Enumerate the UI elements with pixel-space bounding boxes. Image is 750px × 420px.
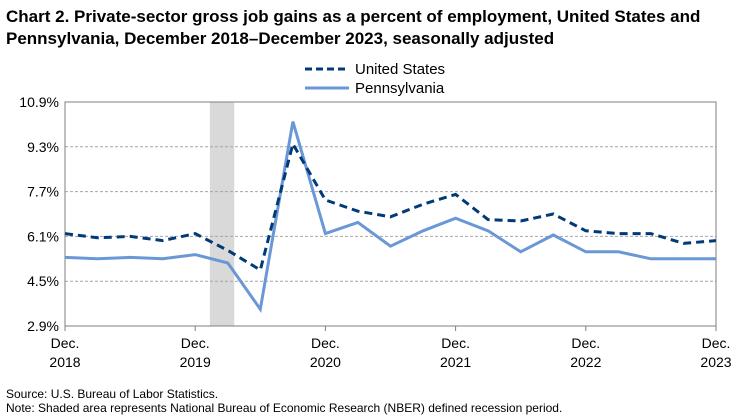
y-tick-label: 10.9% (19, 94, 59, 110)
x-tick-label: Dec. (311, 335, 340, 351)
legend-label-united-states: United States (355, 61, 446, 78)
y-tick-label: 4.5% (27, 273, 59, 289)
x-tick-label: 2022 (570, 354, 601, 370)
series-line-united-states (64, 140, 717, 273)
plot-frame (64, 101, 717, 327)
y-tick-label: 7.7% (27, 184, 59, 200)
legend-item-united-states: United States (305, 60, 445, 79)
x-tick-label: 2023 (700, 354, 731, 370)
source-note: Source: U.S. Bureau of Labor Statistics. (6, 387, 219, 401)
chart-title: Chart 2. Private-sector gross job gains … (6, 7, 701, 48)
legend-swatch-dashed (305, 67, 349, 71)
y-tick-label: 6.1% (27, 228, 59, 244)
legend-swatch-solid (305, 86, 349, 90)
y-tick-label: 2.9% (27, 318, 59, 334)
x-tick-label: 2018 (49, 354, 80, 370)
x-tick-label: Dec. (441, 335, 470, 351)
x-tick-label: 2020 (310, 354, 341, 370)
x-tick-label: Dec. (181, 335, 210, 351)
x-tick-label: Dec. (571, 335, 600, 351)
legend-item-pennsylvania: Pennsylvania (305, 79, 445, 98)
x-tick-label: 2021 (440, 354, 471, 370)
series-line-pennsylvania (64, 121, 716, 314)
legend: United States Pennsylvania (305, 60, 445, 98)
x-tick-label: 2019 (180, 354, 211, 370)
legend-label-pennsylvania: Pennsylvania (355, 80, 445, 97)
x-tick-label: Dec. (702, 335, 731, 351)
recession-shade (209, 102, 235, 326)
recession-note: Note: Shaded area represents National Bu… (6, 401, 563, 415)
x-tick-label: Dec. (51, 335, 80, 351)
y-tick-label: 9.3% (27, 139, 59, 155)
